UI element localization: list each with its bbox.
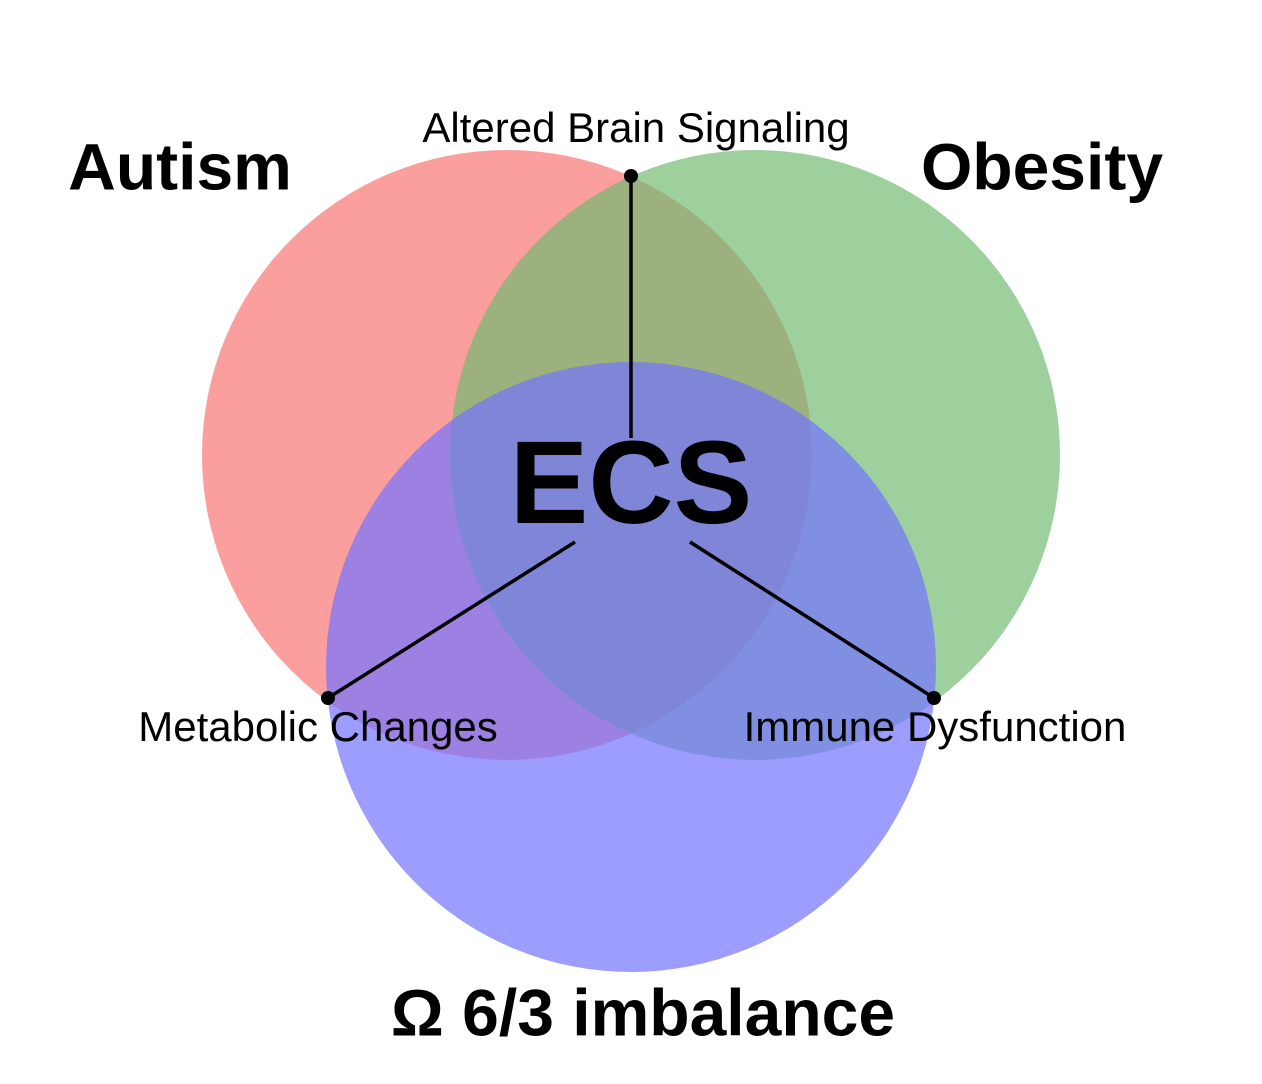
omega-circle bbox=[326, 362, 936, 972]
connector-dot bbox=[321, 691, 335, 705]
connector-dot bbox=[624, 169, 638, 183]
overlap-label: Immune Dysfunction bbox=[744, 703, 1127, 750]
set-label: Obesity bbox=[921, 129, 1163, 203]
overlap-label: Altered Brain Signaling bbox=[422, 104, 849, 151]
connector-line bbox=[689, 540, 935, 700]
circles bbox=[202, 150, 1060, 972]
overlap-label: Metabolic Changes bbox=[138, 703, 498, 750]
connector-dot bbox=[927, 691, 941, 705]
connector-line bbox=[327, 540, 576, 700]
set-label: Ω 6/3 imbalance bbox=[391, 975, 895, 1049]
set-label: Autism bbox=[68, 129, 292, 203]
connectors bbox=[321, 169, 941, 705]
center-label: ECS bbox=[510, 417, 753, 549]
